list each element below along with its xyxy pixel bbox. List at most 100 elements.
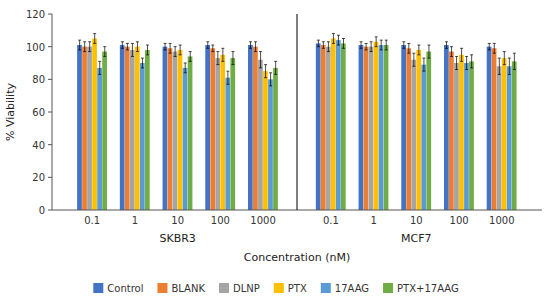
legend-item: PTX — [274, 283, 307, 294]
error-bar — [365, 43, 368, 50]
legend-swatch — [93, 283, 103, 293]
error-bar — [264, 65, 267, 78]
group-label: SKBR3 — [159, 232, 195, 245]
legend-label: PTX — [288, 283, 307, 294]
error-bar — [174, 47, 177, 57]
error-bar — [513, 53, 516, 69]
error-bar — [83, 42, 86, 52]
error-bar — [427, 45, 430, 58]
error-bar — [380, 40, 383, 50]
error-bar — [216, 52, 219, 65]
y-tick-label: 0 — [39, 205, 45, 216]
y-axis-label: % Viability — [4, 83, 17, 141]
bar — [421, 65, 426, 210]
error-bar — [259, 52, 262, 68]
bar — [145, 50, 150, 210]
group-label: MCF7 — [401, 232, 432, 245]
bar — [359, 45, 364, 210]
bar — [188, 56, 193, 210]
bar — [321, 45, 326, 210]
error-bar — [455, 56, 458, 69]
error-bar — [493, 43, 496, 53]
bar — [102, 52, 107, 210]
x-axis-label: Concentration (nM) — [244, 251, 350, 264]
x-tick-label: 1 — [132, 215, 138, 226]
bar — [178, 50, 183, 210]
bar — [230, 58, 235, 210]
error-bar — [179, 45, 182, 55]
legend-label: BLANK — [171, 283, 205, 294]
error-bar — [322, 42, 325, 49]
legend-swatch — [383, 283, 393, 293]
error-bar — [470, 55, 473, 68]
error-bar — [317, 40, 320, 47]
error-bar — [249, 42, 252, 49]
bar — [341, 43, 346, 210]
y-tick — [48, 210, 52, 211]
bar — [82, 47, 87, 210]
bar — [225, 78, 230, 210]
error-bar — [221, 48, 224, 61]
error-bar — [488, 43, 491, 50]
legend: Control BLANK DLNP PTX 17AAG PTX+17AAG — [93, 283, 458, 294]
error-bar — [465, 56, 468, 69]
bar — [92, 39, 97, 211]
bar — [168, 48, 173, 210]
x-tick-label: 100 — [211, 215, 230, 226]
legend-swatch — [157, 283, 167, 293]
bar — [87, 47, 92, 210]
bar — [273, 68, 278, 210]
group-divider — [297, 14, 298, 210]
error-bar — [360, 42, 363, 49]
legend-item: 17AAG — [321, 283, 369, 294]
bar — [77, 45, 82, 210]
error-bar — [136, 42, 139, 52]
bar — [125, 47, 130, 210]
bar — [120, 45, 125, 210]
bar — [140, 63, 145, 210]
bar — [502, 58, 507, 210]
bar — [411, 60, 416, 210]
bar — [401, 45, 406, 210]
error-bar — [131, 43, 134, 56]
x-tick-label: 0.1 — [323, 215, 339, 226]
bar — [406, 48, 411, 210]
legend-swatch — [321, 283, 331, 293]
bar — [248, 45, 253, 210]
error-bar — [402, 42, 405, 49]
y-tick — [48, 177, 52, 178]
bar — [205, 45, 210, 210]
error-bar — [269, 73, 272, 86]
y-tick-label: 20 — [32, 172, 45, 183]
bar — [263, 71, 268, 210]
y-tick — [48, 14, 52, 15]
legend-label: PTX+17AAG — [397, 283, 459, 294]
error-bar — [508, 58, 511, 74]
bar — [459, 55, 464, 210]
error-bar — [342, 39, 345, 49]
legend-item: Control — [93, 283, 143, 294]
x-tick-label: 10 — [171, 215, 184, 226]
y-tick-label: 80 — [32, 74, 45, 85]
y-axis — [52, 14, 53, 210]
y-tick — [48, 112, 52, 113]
error-bar — [254, 42, 257, 52]
legend-label: 17AAG — [335, 283, 369, 294]
error-bar — [460, 48, 463, 61]
error-bar — [337, 35, 340, 45]
bar — [454, 63, 459, 210]
bar — [135, 47, 140, 210]
chart: 020406080100120SKBR3MCF70.111010010000.1… — [0, 0, 552, 306]
bar — [449, 52, 454, 210]
bar — [173, 52, 178, 210]
bar — [326, 47, 331, 210]
bar — [364, 47, 369, 210]
error-bar — [385, 40, 388, 50]
y-tick — [48, 144, 52, 145]
bar — [336, 40, 341, 210]
legend-item: PTX+17AAG — [383, 283, 459, 294]
error-bar — [498, 58, 501, 74]
legend-item: DLNP — [219, 283, 260, 294]
bar — [492, 48, 497, 210]
bar — [268, 79, 273, 210]
